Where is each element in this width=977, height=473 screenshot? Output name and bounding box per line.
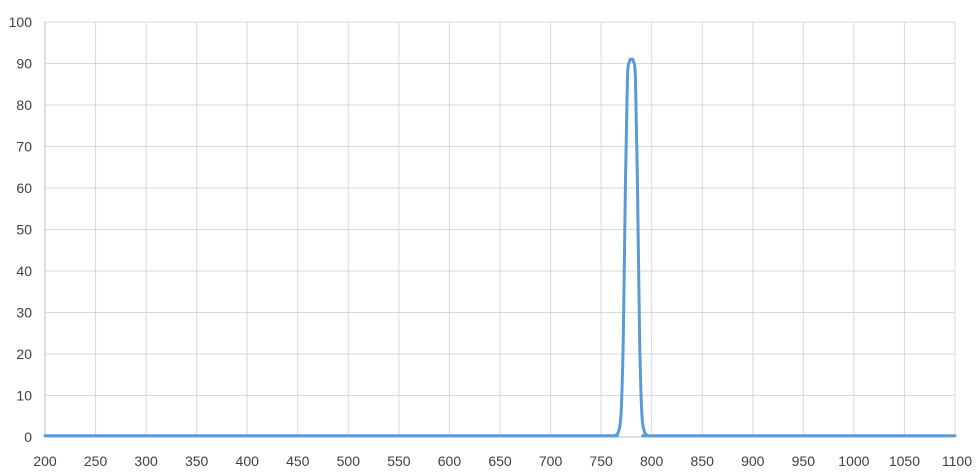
x-tick-label: 1000 xyxy=(838,453,869,469)
x-tick-label: 1100 xyxy=(942,453,972,469)
y-tick-label: 70 xyxy=(16,139,32,155)
x-tick-label: 250 xyxy=(84,453,108,469)
y-tick-label: 60 xyxy=(16,180,32,196)
y-tick-label: 80 xyxy=(16,97,32,113)
x-tick-label: 950 xyxy=(792,453,816,469)
x-tick-label: 700 xyxy=(539,453,563,469)
x-tick-label: 900 xyxy=(741,453,765,469)
x-tick-label: 500 xyxy=(337,453,361,469)
x-tick-label: 550 xyxy=(387,453,411,469)
grid xyxy=(45,21,956,437)
series-layer xyxy=(43,57,957,438)
x-tick-label: 800 xyxy=(640,453,664,469)
y-tick-label: 30 xyxy=(16,305,32,321)
x-tick-label: 300 xyxy=(134,453,158,469)
y-tick-label: 20 xyxy=(16,346,32,362)
x-tick-label: 1050 xyxy=(889,453,920,469)
y-tick-label: 90 xyxy=(16,56,32,72)
x-tick-label: 200 xyxy=(33,453,57,469)
x-tick-label: 750 xyxy=(589,453,613,469)
y-tick-label: 10 xyxy=(16,388,32,404)
y-tick-label: 100 xyxy=(9,14,33,30)
x-tick-label: 400 xyxy=(236,453,260,469)
y-tick-label: 0 xyxy=(24,429,32,445)
x-tick-label: 450 xyxy=(286,453,310,469)
x-tick-label: 650 xyxy=(488,453,512,469)
series-line-0 xyxy=(43,57,957,438)
x-tick-label: 850 xyxy=(691,453,715,469)
tick-labels: 0 10 20 30 40 50 60 70 80 90 100 200 250 300 350 400 450… xyxy=(9,14,973,469)
y-tick-label: 40 xyxy=(16,263,32,279)
x-tick-label: 350 xyxy=(185,453,209,469)
y-tick-label: 50 xyxy=(16,222,32,238)
x-tick-label: 600 xyxy=(438,453,462,469)
